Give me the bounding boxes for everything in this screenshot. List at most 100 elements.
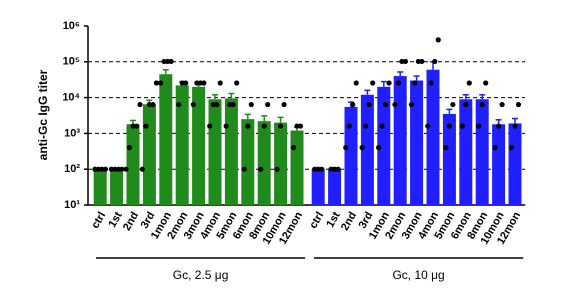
data-point — [379, 123, 385, 129]
data-point — [150, 101, 156, 108]
data-point — [248, 101, 254, 108]
bar — [224, 98, 238, 205]
data-point — [476, 123, 482, 129]
data-point — [234, 80, 240, 86]
y-axis-label: anti-Gc IgG titer — [36, 69, 50, 160]
data-point — [261, 123, 267, 129]
data-point — [350, 101, 356, 108]
data-point — [375, 145, 382, 151]
data-point — [290, 145, 297, 151]
bar — [93, 169, 107, 205]
data-point — [512, 123, 518, 129]
data-point — [479, 101, 485, 108]
data-point — [363, 123, 369, 129]
y-tick-label: 10¹ — [64, 199, 80, 211]
data-point — [425, 123, 431, 129]
data-point — [297, 123, 304, 129]
data-point — [281, 101, 287, 108]
data-point — [392, 101, 398, 108]
data-point — [359, 145, 365, 151]
bar — [208, 99, 222, 205]
data-point — [241, 166, 247, 172]
data-point — [432, 58, 438, 65]
data-point — [278, 123, 284, 129]
data-point — [382, 101, 389, 108]
bar — [426, 69, 440, 205]
data-point — [207, 123, 213, 129]
data-point — [153, 80, 159, 86]
bar — [410, 80, 424, 205]
x-tick-label: ctrl — [307, 210, 326, 231]
data-point — [395, 80, 402, 86]
data-point — [245, 123, 251, 129]
data-point — [459, 123, 465, 129]
data-point — [230, 101, 236, 108]
data-point — [265, 101, 271, 108]
data-point — [346, 123, 352, 129]
data-point — [102, 166, 109, 172]
data-point — [126, 145, 133, 151]
data-point — [443, 145, 449, 151]
data-point — [412, 80, 418, 86]
bar — [159, 74, 173, 205]
y-tick-label: 10⁶ — [63, 20, 80, 32]
data-point — [168, 58, 174, 65]
data-point — [201, 80, 207, 86]
data-point — [258, 166, 264, 172]
data-point — [143, 123, 149, 129]
data-point — [223, 123, 229, 129]
y-tick-label: 10² — [64, 163, 80, 175]
data-point — [435, 37, 441, 43]
bar — [328, 169, 342, 205]
data-point — [496, 123, 502, 129]
bar — [175, 85, 189, 205]
data-point — [366, 101, 372, 108]
bar — [274, 122, 288, 205]
data-point — [408, 101, 414, 108]
bar — [475, 99, 489, 205]
y-tick-label: 10³ — [64, 127, 80, 139]
bar — [142, 104, 156, 205]
bar — [492, 124, 506, 205]
group-label: Gc, 10 μg — [392, 268, 444, 282]
bar — [377, 86, 391, 205]
data-point — [419, 58, 425, 65]
data-point — [343, 145, 349, 151]
y-tick-label: 10⁴ — [62, 92, 80, 104]
bar — [311, 169, 325, 205]
data-point — [499, 101, 505, 108]
data-point — [214, 101, 220, 108]
data-point — [508, 145, 515, 151]
bar — [393, 76, 407, 205]
data-point — [370, 80, 376, 86]
data-point — [176, 101, 182, 108]
data-point — [157, 80, 164, 86]
data-point — [446, 123, 452, 129]
data-point — [386, 80, 392, 86]
data-point — [515, 101, 522, 108]
bar — [344, 106, 358, 205]
data-point — [492, 145, 498, 151]
data-point — [463, 101, 469, 108]
data-point — [319, 166, 325, 172]
bar — [508, 123, 522, 205]
bar — [126, 124, 140, 205]
bar — [459, 99, 473, 205]
bar — [290, 130, 304, 205]
bar — [360, 94, 374, 205]
x-tick-label: 2nd — [121, 210, 141, 233]
data-point — [450, 101, 456, 108]
bar — [442, 113, 456, 205]
bar — [110, 169, 124, 205]
data-point — [483, 80, 489, 86]
data-point — [123, 166, 129, 172]
group-label: Gc, 2.5 μg — [173, 268, 229, 282]
data-point — [133, 123, 140, 129]
data-point — [274, 166, 280, 172]
x-tick-label: 2nd — [339, 210, 359, 233]
data-point — [183, 80, 189, 86]
bar — [192, 86, 206, 205]
data-point — [190, 101, 196, 108]
data-point — [353, 80, 359, 86]
